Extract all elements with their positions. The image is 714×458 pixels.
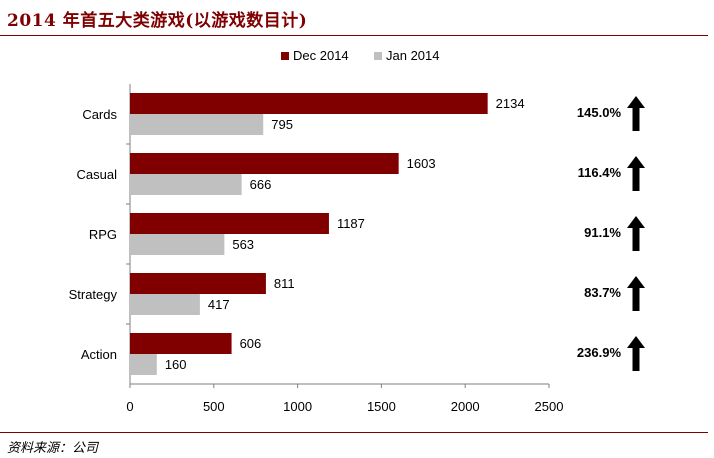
top-divider <box>0 35 708 36</box>
x-tick-label-3: 1500 <box>367 399 396 414</box>
chart-title: 2014 年首五大类游戏(以游戏数目计) <box>7 11 308 31</box>
up-arrow-icon <box>627 156 645 191</box>
up-arrow-icon <box>627 216 645 251</box>
x-tick-label-4: 2000 <box>451 399 480 414</box>
bar-label-1-0: 2134 <box>496 96 525 111</box>
bottom-divider <box>0 432 708 433</box>
growth-label-4: 236.9% <box>577 345 622 360</box>
up-arrow-icon <box>627 336 645 371</box>
bar-2-3 <box>130 294 200 315</box>
bar-1-0 <box>130 93 488 114</box>
category-label-0: Cards <box>82 107 117 122</box>
bar-1-2 <box>130 213 329 234</box>
legend-label-2: Jan 2014 <box>386 48 440 63</box>
growth-label-2: 91.1% <box>584 225 621 240</box>
bar-label-2-4: 160 <box>165 357 187 372</box>
bar-2-1 <box>130 174 242 195</box>
category-label-2: RPG <box>89 227 117 242</box>
category-label-3: Strategy <box>69 287 118 302</box>
source-note: 资料来源：公司 <box>7 441 99 456</box>
up-arrow-icon <box>627 96 645 131</box>
x-tick-label-0: 0 <box>126 399 133 414</box>
legend-swatch-1 <box>281 52 289 60</box>
legend-swatch-2 <box>374 52 382 60</box>
bar-label-2-1: 666 <box>250 177 272 192</box>
bar-label-2-2: 563 <box>232 237 254 252</box>
bar-label-2-0: 795 <box>271 117 293 132</box>
up-arrow-icon <box>627 276 645 311</box>
category-label-1: Casual <box>77 167 118 182</box>
bar-2-2 <box>130 234 225 255</box>
x-tick-label-5: 2500 <box>535 399 564 414</box>
bar-1-3 <box>130 273 266 294</box>
bar-1-1 <box>130 153 399 174</box>
category-label-4: Action <box>81 347 117 362</box>
bar-label-1-3: 811 <box>274 276 295 291</box>
x-tick-label-2: 1000 <box>283 399 312 414</box>
bar-1-4 <box>130 333 232 354</box>
bar-label-1-1: 1603 <box>407 156 436 171</box>
growth-label-3: 83.7% <box>584 285 621 300</box>
bar-label-1-2: 1187 <box>337 216 365 231</box>
legend-label-1: Dec 2014 <box>293 48 349 63</box>
bar-2-4 <box>130 354 157 375</box>
growth-label-1: 116.4% <box>578 165 622 180</box>
x-tick-label-1: 500 <box>203 399 225 414</box>
growth-label-0: 145.0% <box>577 105 622 120</box>
bar-label-1-4: 606 <box>240 336 262 351</box>
bar-label-2-3: 417 <box>208 297 230 312</box>
bar-2-0 <box>130 114 264 135</box>
